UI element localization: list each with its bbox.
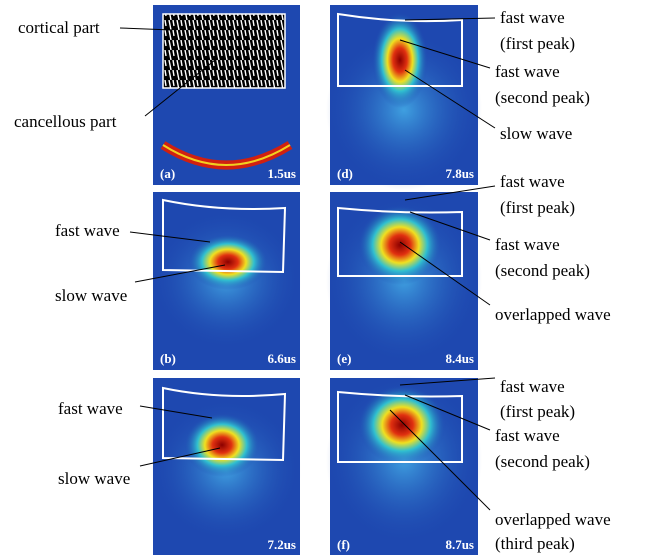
annotation: fast wave [55,221,120,240]
time-label: 7.2us [267,537,296,552]
annotation: (first peak) [500,402,575,421]
annotation: cortical part [18,18,100,37]
annotation: cancellous part [14,112,117,131]
panel-a: (a) 1.5us [153,5,300,185]
panel-label: (b) [160,351,176,366]
wave-field [188,234,268,290]
annotation: (first peak) [500,34,575,53]
panel-label: (a) [160,166,175,181]
annotation: (third peak) [495,534,575,553]
time-label: 8.7us [445,537,474,552]
annotation: overlapped wave [495,305,611,324]
panel-label: (d) [337,166,353,181]
annotation: fast wave [495,62,560,81]
annotation: slow wave [500,124,572,143]
annotation: fast wave [495,426,560,445]
figure: (a) 1.5us (b) 6.6us 7.2us (d) 7.8us (e) … [0,0,656,559]
annotation: fast wave [495,235,560,254]
wave-field [184,413,260,477]
annotation: fast wave [58,399,123,418]
annotation: slow wave [58,469,130,488]
panel-d: (d) 7.8us [326,5,482,190]
annotation: slow wave [55,286,127,305]
time-label: 6.6us [267,351,296,366]
time-label: 1.5us [267,166,296,181]
annotation: (first peak) [500,198,575,217]
bone-sample [163,14,285,88]
annotation: fast wave [500,8,565,27]
panel-label: (f) [337,537,350,552]
panel-b: (b) 6.6us [151,192,301,370]
wave-field [372,12,428,108]
annotations: cortical part cancellous part fast wave … [14,8,611,553]
time-label: 8.4us [445,351,474,366]
annotation: fast wave [500,172,565,191]
panel-f: (f) 8.7us [326,375,482,555]
annotation: (second peak) [495,452,590,471]
annotation: (second peak) [495,88,590,107]
annotation: (second peak) [495,261,590,280]
panel-e: (e) 8.4us [326,192,482,370]
panel-label: (e) [337,351,351,366]
annotation: fast wave [500,377,565,396]
wave-field [358,205,442,285]
time-label: 7.8us [445,166,474,181]
panel-c: 7.2us [151,378,301,555]
annotation: overlapped wave [495,510,611,529]
